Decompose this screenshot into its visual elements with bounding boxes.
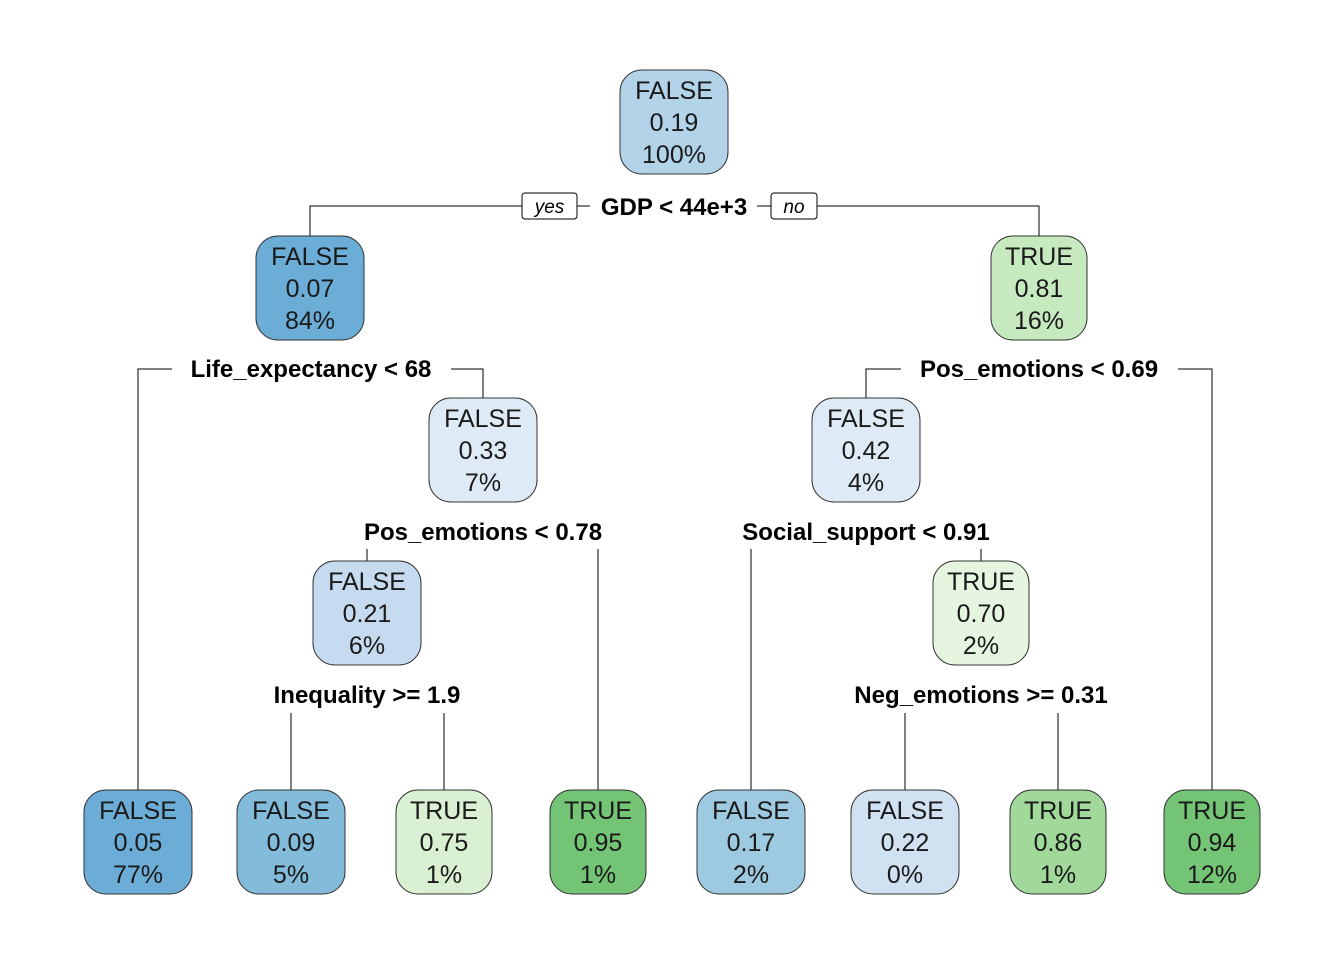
edge-n2-n5 [451, 368, 484, 398]
node-box [932, 560, 1030, 666]
node-probability: 0.94 [1188, 829, 1237, 857]
node-box [395, 789, 493, 895]
node-probability: 0.19 [650, 109, 699, 137]
node-n5: FALSE 0.33 7% [428, 397, 538, 503]
edge-n1-n3 [817, 205, 1040, 236]
node-n1: FALSE 0.19 100% [619, 69, 729, 175]
tree-edges [137, 205, 1213, 790]
node-n6: FALSE 0.42 4% [811, 397, 921, 503]
node-percent: 16% [1014, 307, 1064, 335]
node-box [83, 789, 193, 895]
node-percent: 5% [273, 861, 309, 889]
node-n13: TRUE 0.70 2% [932, 560, 1030, 666]
node-percent: 77% [113, 861, 163, 889]
edge-n3-n7 [1178, 368, 1213, 790]
split-s6: Social_support < 0.91 [742, 519, 989, 546]
node-n27: TRUE 0.86 1% [1009, 789, 1107, 895]
split-labels: GDP < 44e+3 Life_expectancy < 68 Pos_emo… [191, 194, 1158, 709]
node-probability: 0.33 [459, 437, 508, 465]
node-box [428, 397, 538, 503]
edge-n2-n4 [137, 368, 172, 790]
node-class: FALSE [328, 568, 406, 596]
node-probability: 0.21 [343, 600, 392, 628]
node-percent: 0% [887, 861, 923, 889]
node-percent: 7% [465, 469, 501, 497]
yes-label: yes [521, 192, 578, 220]
node-box [255, 235, 365, 341]
node-probability: 0.42 [842, 437, 891, 465]
node-probability: 0.95 [574, 829, 623, 857]
node-percent: 1% [580, 861, 616, 889]
node-box [312, 560, 422, 666]
node-n7: TRUE 0.94 12% [1163, 789, 1261, 895]
node-class: TRUE [1178, 797, 1246, 825]
node-class: FALSE [635, 77, 713, 105]
node-percent: 1% [426, 861, 462, 889]
node-class: FALSE [99, 797, 177, 825]
node-probability: 0.07 [286, 275, 335, 303]
edge-n3-n6 [865, 368, 901, 398]
node-n4: FALSE 0.05 77% [83, 789, 193, 895]
split-s5: Pos_emotions < 0.78 [364, 519, 602, 546]
node-box [1009, 789, 1107, 895]
node-n20: FALSE 0.09 5% [236, 789, 346, 895]
split-s13: Neg_emotions >= 0.31 [854, 682, 1107, 709]
node-class: TRUE [410, 797, 478, 825]
node-class: FALSE [827, 405, 905, 433]
node-probability: 0.75 [420, 829, 469, 857]
node-class: TRUE [1005, 243, 1073, 271]
edge-n1-n2 [309, 205, 522, 236]
node-probability: 0.70 [957, 600, 1006, 628]
node-box [236, 789, 346, 895]
split-s10: Inequality >= 1.9 [274, 682, 461, 709]
node-probability: 0.81 [1015, 275, 1064, 303]
node-class: FALSE [252, 797, 330, 825]
node-class: TRUE [1024, 797, 1092, 825]
node-percent: 6% [349, 632, 385, 660]
node-box [619, 69, 729, 175]
node-class: FALSE [271, 243, 349, 271]
node-probability: 0.22 [881, 829, 930, 857]
node-box [549, 789, 647, 895]
tree-nodes: FALSE 0.19 100% FALSE 0.07 84% TRUE 0.81 16% F… [83, 69, 1261, 895]
node-class: FALSE [866, 797, 944, 825]
node-n21: TRUE 0.75 1% [395, 789, 493, 895]
no-label: no [770, 192, 818, 220]
node-n12: FALSE 0.17 2% [696, 789, 806, 895]
node-class: TRUE [947, 568, 1015, 596]
node-n10: FALSE 0.21 6% [312, 560, 422, 666]
node-box [811, 397, 921, 503]
split-s3: Pos_emotions < 0.69 [920, 356, 1158, 383]
node-probability: 0.05 [114, 829, 163, 857]
node-percent: 4% [848, 469, 884, 497]
node-n3: TRUE 0.81 16% [990, 235, 1088, 341]
node-box [1163, 789, 1261, 895]
node-probability: 0.17 [727, 829, 776, 857]
node-probability: 0.86 [1034, 829, 1083, 857]
node-percent: 2% [733, 861, 769, 889]
node-percent: 2% [963, 632, 999, 660]
node-class: FALSE [712, 797, 790, 825]
yes-label-text: yes [533, 197, 565, 218]
node-percent: 1% [1040, 861, 1076, 889]
node-probability: 0.09 [267, 829, 316, 857]
node-n11: TRUE 0.95 1% [549, 789, 647, 895]
node-n2: FALSE 0.07 84% [255, 235, 365, 341]
node-box [850, 789, 960, 895]
split-s2: Life_expectancy < 68 [191, 356, 432, 383]
node-percent: 84% [285, 307, 335, 335]
node-box [696, 789, 806, 895]
node-percent: 12% [1187, 861, 1237, 889]
node-percent: 100% [642, 141, 706, 169]
node-box [990, 235, 1088, 341]
split-s1: GDP < 44e+3 [601, 194, 747, 221]
node-class: FALSE [444, 405, 522, 433]
node-n26: FALSE 0.22 0% [850, 789, 960, 895]
node-class: TRUE [564, 797, 632, 825]
no-label-text: no [783, 197, 804, 218]
